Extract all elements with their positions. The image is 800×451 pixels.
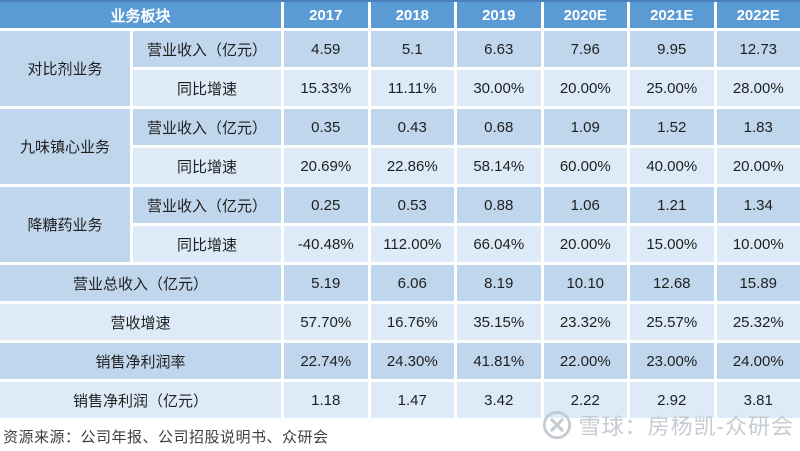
value-cell: 25.57% <box>630 304 714 340</box>
value-cell: 2.92 <box>630 382 714 418</box>
year-header: 2019 <box>457 2 541 28</box>
value-cell: 6.06 <box>370 265 454 301</box>
value-cell: 22.00% <box>543 343 627 379</box>
value-cell: 0.53 <box>370 187 454 223</box>
value-cell: 20.00% <box>543 226 627 262</box>
value-cell: 1.06 <box>543 187 627 223</box>
value-cell: 66.04% <box>457 226 541 262</box>
segment-header: 业务板块 <box>0 2 281 28</box>
value-cell: 40.00% <box>630 148 714 184</box>
value-cell: 15.89 <box>716 265 800 301</box>
value-cell: 5.1 <box>370 31 454 67</box>
value-cell: 4.59 <box>284 31 368 67</box>
value-cell: 1.47 <box>370 382 454 418</box>
value-cell: 16.76% <box>370 304 454 340</box>
value-cell: 7.96 <box>543 31 627 67</box>
value-cell: 22.74% <box>284 343 368 379</box>
year-header: 2021E <box>630 2 714 28</box>
segment-name: 对比剂业务 <box>0 31 130 106</box>
financial-table: 业务板块 2017 2018 2019 2020E 2021E 2022E 对比… <box>0 0 800 418</box>
value-cell: 1.18 <box>284 382 368 418</box>
year-header: 2020E <box>543 2 627 28</box>
year-header: 2022E <box>716 2 800 28</box>
value-cell: 12.68 <box>630 265 714 301</box>
value-cell: 20.00% <box>716 148 800 184</box>
summary-label: 营收增速 <box>0 304 281 340</box>
value-cell: 8.19 <box>457 265 541 301</box>
value-cell: 30.00% <box>457 70 541 106</box>
value-cell: 10.10 <box>543 265 627 301</box>
value-cell: 6.63 <box>457 31 541 67</box>
source-note: 资源来源：公司年报、公司招股说明书、众研会 <box>3 429 329 446</box>
segment-name: 降糖药业务 <box>0 187 130 262</box>
value-cell: 0.25 <box>284 187 368 223</box>
value-cell: 10.00% <box>716 226 800 262</box>
value-cell: 1.83 <box>716 109 800 145</box>
value-cell: 23.00% <box>630 343 714 379</box>
value-cell: 3.81 <box>716 382 800 418</box>
value-cell: 24.00% <box>716 343 800 379</box>
value-cell: 3.42 <box>457 382 541 418</box>
value-cell: 15.00% <box>630 226 714 262</box>
value-cell: 0.35 <box>284 109 368 145</box>
value-cell: 9.95 <box>630 31 714 67</box>
value-cell: 20.69% <box>284 148 368 184</box>
value-cell: -40.48% <box>284 226 368 262</box>
value-cell: 0.68 <box>457 109 541 145</box>
metric-label: 同比增速 <box>133 70 281 106</box>
summary-label: 营业总收入（亿元） <box>0 265 281 301</box>
metric-label: 同比增速 <box>133 148 281 184</box>
value-cell: 60.00% <box>543 148 627 184</box>
metric-label: 营业收入（亿元） <box>133 187 281 223</box>
value-cell: 28.00% <box>716 70 800 106</box>
value-cell: 12.73 <box>716 31 800 67</box>
value-cell: 58.14% <box>457 148 541 184</box>
value-cell: 25.32% <box>716 304 800 340</box>
year-header: 2017 <box>284 2 368 28</box>
value-cell: 23.32% <box>543 304 627 340</box>
value-cell: 24.30% <box>370 343 454 379</box>
metric-label: 营业收入（亿元） <box>133 109 281 145</box>
value-cell: 22.86% <box>370 148 454 184</box>
value-cell: 2.22 <box>543 382 627 418</box>
summary-label: 销售净利润率 <box>0 343 281 379</box>
value-cell: 0.88 <box>457 187 541 223</box>
value-cell: 11.11% <box>370 70 454 106</box>
value-cell: 1.09 <box>543 109 627 145</box>
metric-label: 营业收入（亿元） <box>133 31 281 67</box>
summary-label: 销售净利润（亿元） <box>0 382 281 418</box>
value-cell: 112.00% <box>370 226 454 262</box>
value-cell: 0.43 <box>370 109 454 145</box>
value-cell: 20.00% <box>543 70 627 106</box>
value-cell: 15.33% <box>284 70 368 106</box>
segment-name: 九味镇心业务 <box>0 109 130 184</box>
metric-label: 同比增速 <box>133 226 281 262</box>
value-cell: 1.52 <box>630 109 714 145</box>
value-cell: 25.00% <box>630 70 714 106</box>
value-cell: 41.81% <box>457 343 541 379</box>
value-cell: 35.15% <box>457 304 541 340</box>
value-cell: 1.21 <box>630 187 714 223</box>
value-cell: 57.70% <box>284 304 368 340</box>
year-header: 2018 <box>370 2 454 28</box>
value-cell: 1.34 <box>716 187 800 223</box>
value-cell: 5.19 <box>284 265 368 301</box>
